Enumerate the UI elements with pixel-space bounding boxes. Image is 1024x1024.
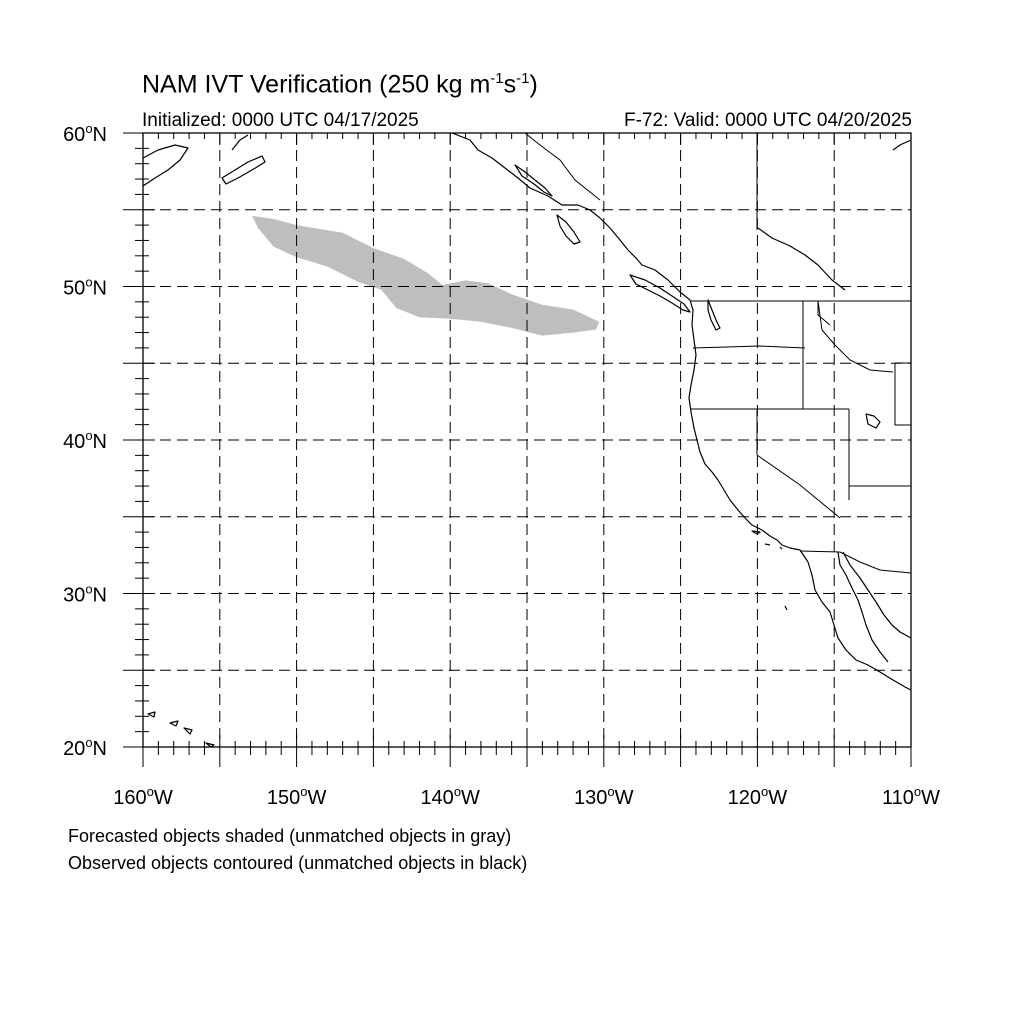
id-mt-border: [817, 300, 894, 373]
hawaii-islands: [147, 711, 215, 747]
alaska-peninsula: [143, 144, 189, 187]
longitude-label: 150oW: [267, 784, 327, 809]
forecast-ivt-object: [252, 215, 600, 336]
latitude-label: 40oN: [63, 428, 107, 453]
latitude-label: 60oN: [63, 121, 107, 146]
observed-legend-note: Observed objects contoured (unmatched ob…: [68, 853, 528, 873]
longitude-label: 140oW: [420, 784, 480, 809]
forecast-legend-note: Forecasted objects shaded (unmatched obj…: [68, 826, 512, 846]
longitude-label: 130oW: [574, 784, 634, 809]
latitude-label: 20oN: [63, 735, 107, 760]
bc-alberta-border: [756, 133, 831, 326]
alaska-bc-border: [524, 133, 601, 201]
longitude-label: 160oW: [113, 784, 173, 809]
kenai-coast: [231, 134, 249, 151]
alaska-islands: [514, 164, 553, 197]
longitude-label: 120oW: [728, 784, 788, 809]
latitude-label: 30oN: [63, 582, 107, 607]
longitude-label: 110oW: [882, 784, 940, 809]
west-coast-coastline: [451, 133, 911, 691]
latitude-label: 50oN: [63, 275, 107, 300]
haida-gwaii: [556, 214, 581, 245]
wa-or-border: [692, 345, 806, 349]
us-mexico-border: [799, 550, 911, 574]
valid-time: F-72: Valid: 0000 UTC 04/20/2025: [624, 110, 912, 131]
inland-river: [757, 227, 846, 291]
hudson-coast: [892, 139, 911, 151]
initialized-time: Initialized: 0000 UTC 04/17/2025: [142, 110, 419, 131]
wy-border: [894, 362, 911, 426]
mainland-mexico-coast: [842, 551, 911, 639]
channel-islands: [751, 530, 788, 611]
kodiak-island: [221, 155, 266, 185]
puget-sound: [707, 299, 721, 331]
figure-title: NAM IVT Verification (250 kg m-1s-1): [142, 70, 538, 99]
ca-nv-border: [756, 409, 841, 519]
baja-east-coast: [837, 551, 889, 663]
great-salt-lake: [865, 413, 881, 429]
